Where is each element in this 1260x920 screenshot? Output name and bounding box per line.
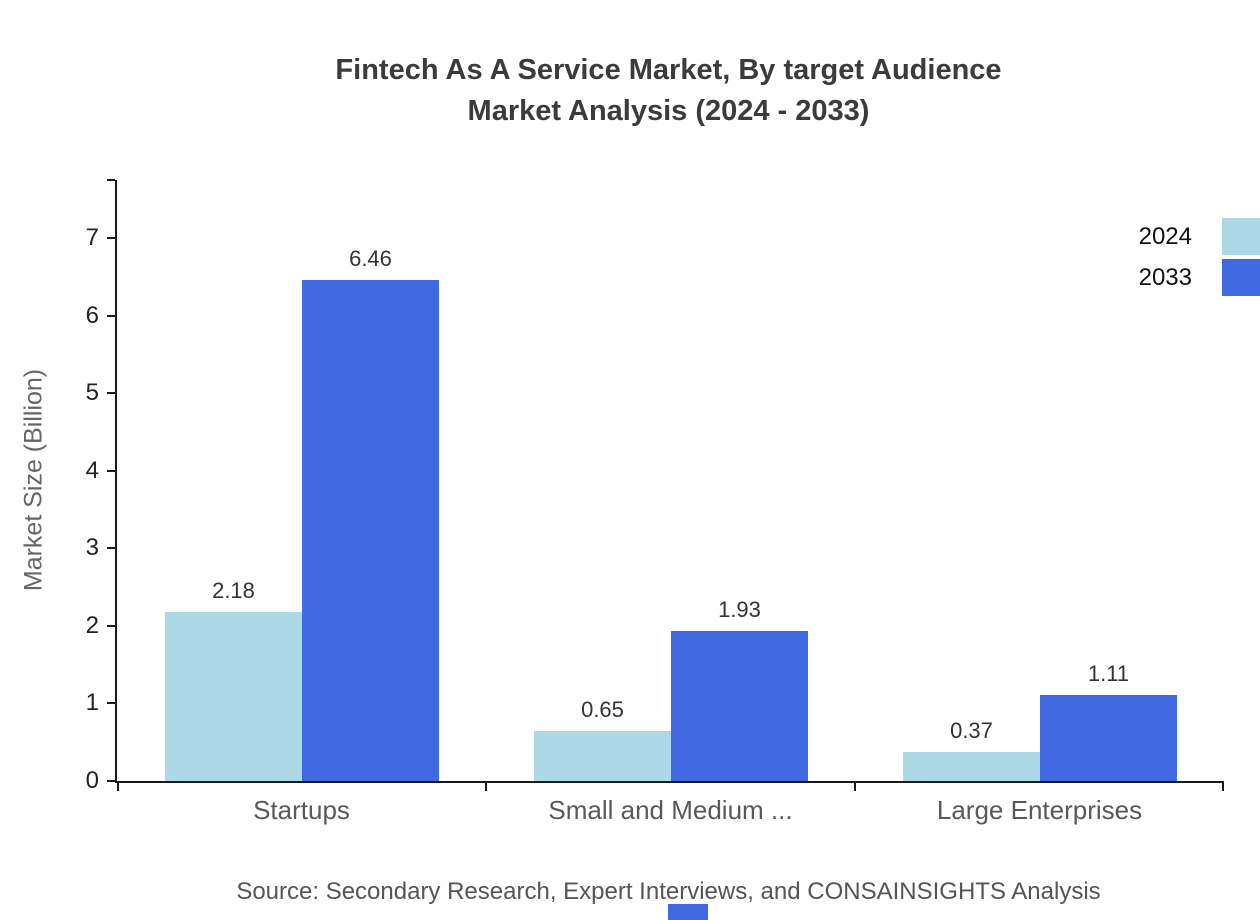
y-tick-label: 4	[85, 456, 99, 484]
legend-label: 2033	[1138, 263, 1192, 291]
y-tick-label: 5	[85, 379, 99, 407]
x-axis-tick	[854, 783, 856, 791]
chart-title-line2: Market Analysis (2024 - 2033)	[467, 95, 870, 127]
y-tick-label: 1	[85, 689, 99, 717]
x-category-label: Small and Medium ...	[548, 795, 793, 825]
legend-item-2033: 2033	[1139, 258, 1260, 297]
y-axis-tick	[107, 702, 115, 705]
x-axis-tick	[485, 783, 487, 791]
y-axis-tick	[107, 780, 115, 782]
y-tick-label: 7	[85, 224, 99, 252]
y-tick-label: 3	[85, 534, 99, 562]
y-axis-tick	[107, 392, 115, 395]
bar-2024-startups	[165, 612, 302, 781]
y-axis-tick	[107, 469, 115, 472]
bar-value-label: 2.18	[212, 578, 255, 603]
y-axis-tick	[107, 624, 115, 627]
bar-2033-large-enterprises	[1040, 695, 1177, 781]
bar-value-label: 0.37	[950, 718, 993, 743]
x-axis-tick	[1222, 783, 1224, 791]
chart-title: Fintech As A Service Market, By target A…	[115, 50, 1222, 132]
legend-swatch	[1222, 259, 1260, 296]
source-note: Source: Secondary Research, Expert Inter…	[236, 878, 1101, 905]
bar-value-label: 1.11	[1087, 661, 1130, 686]
bottom-logo-fragment	[668, 904, 708, 920]
bar-value-label: 1.93	[718, 597, 761, 622]
y-tick-label: 0	[85, 767, 99, 794]
bar-2024-large-enterprises	[903, 752, 1040, 781]
legend-label: 2024	[1138, 222, 1192, 250]
legend-swatch	[1222, 218, 1260, 255]
bar-2033-startups	[302, 280, 439, 781]
y-axis-tick	[107, 314, 115, 317]
bar-value-label: 0.65	[581, 697, 624, 722]
bar-2033-small-and-medium-	[671, 631, 808, 781]
y-axis-tick	[107, 547, 115, 550]
y-tick-label: 2	[85, 611, 99, 639]
chart-title-line1: Fintech As A Service Market, By target A…	[335, 54, 1002, 86]
legend: 2024 2033	[1139, 217, 1260, 297]
bar-value-label: 6.46	[349, 246, 392, 271]
y-axis-title: Market Size (Billion)	[19, 368, 48, 592]
plot-area: 0 1 2 3 4 5 6 7 2.18 6.46 Startups 0.65 1.93 Small an…	[86, 179, 1224, 825]
x-axis-tick	[117, 783, 119, 791]
y-tick-label: 6	[85, 301, 99, 329]
x-category-label: Large Enterprises	[936, 795, 1143, 825]
y-axis-end-tick	[107, 179, 115, 181]
bar-2024-small-and-medium-	[534, 731, 671, 781]
legend-item-2024: 2024	[1139, 217, 1260, 256]
x-category-label: Startups	[253, 795, 350, 825]
y-axis-tick	[107, 237, 115, 240]
